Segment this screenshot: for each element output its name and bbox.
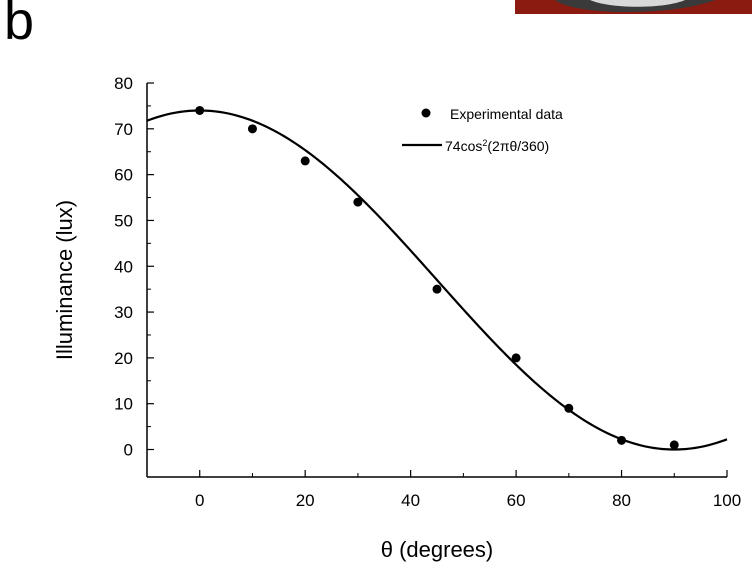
legend-label-fit: 74cos2(2πθ/360): [445, 138, 549, 154]
y-tick-label: 30: [114, 303, 133, 322]
x-tick-label: 100: [713, 491, 741, 510]
data-point: [300, 156, 310, 166]
data-point: [247, 124, 257, 134]
x-tick-label: 0: [195, 491, 204, 510]
axis-ticks: 0 10 20 30 40 50 60 70 80 0 20 40 60 80 100: [114, 74, 741, 510]
x-tick-label: 60: [507, 491, 526, 510]
y-tick-label: 40: [114, 257, 133, 276]
data-point: [353, 197, 363, 207]
data-point: [617, 435, 627, 445]
data-point: [511, 353, 521, 363]
corner-photo-fragment: [515, 0, 752, 14]
data-point: [564, 403, 574, 413]
x-tick-label: 20: [296, 491, 315, 510]
y-tick-label: 20: [114, 349, 133, 368]
y-tick-label: 50: [114, 211, 133, 230]
y-tick-label: 80: [114, 74, 133, 93]
legend: Experimental data 74cos2(2πθ/360): [402, 106, 563, 154]
data-point: [195, 105, 205, 115]
data-point: [432, 284, 442, 294]
y-tick-label: 0: [124, 441, 133, 460]
y-tick-label: 10: [114, 395, 133, 414]
x-tick-label: 40: [401, 491, 420, 510]
photo-device-highlight: [590, 0, 685, 7]
x-tick-label: 80: [612, 491, 631, 510]
data-point: [669, 440, 679, 450]
y-tick-label: 60: [114, 166, 133, 185]
y-tick-label: 70: [114, 120, 133, 139]
panel-label: b: [4, 0, 35, 51]
legend-label-experimental: Experimental data: [450, 106, 563, 122]
axes-frame: [146, 83, 727, 478]
y-axis-title: Illuminance (lux): [52, 200, 77, 360]
legend-marker-experimental: [421, 108, 431, 118]
fit-curve-line: [146, 109, 728, 451]
x-axis-title: θ (degrees): [381, 537, 494, 562]
